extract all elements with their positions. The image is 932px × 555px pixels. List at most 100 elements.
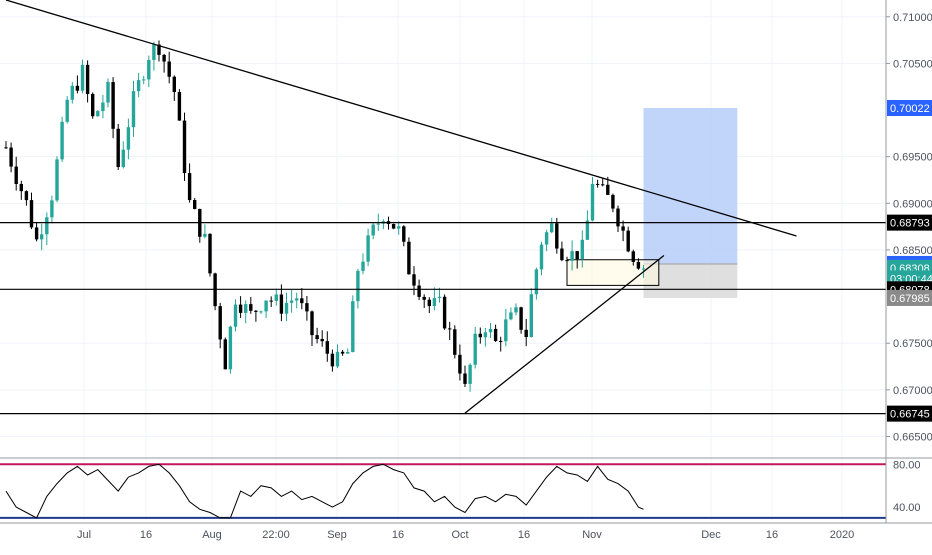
- time-tick-label: 16: [392, 529, 404, 541]
- candle-body: [96, 111, 100, 117]
- price-label-badge: [887, 289, 932, 306]
- candle-body: [106, 82, 110, 103]
- candle-body: [269, 300, 273, 302]
- candle-body: [70, 85, 74, 100]
- candle-body: [366, 235, 370, 262]
- grid: [0, 0, 886, 520]
- time-tick-label: Dec: [701, 529, 721, 541]
- candle-body: [264, 300, 268, 312]
- candle-body: [172, 76, 176, 93]
- axes: 0.71000 0.70500 0.69500 0.69000 0.68500 0.675…: [0, 0, 932, 541]
- candle-body: [9, 147, 13, 167]
- rsi-pane: [0, 463, 886, 519]
- candle-body: [50, 200, 54, 218]
- candle-body: [147, 59, 151, 80]
- candle-body: [142, 79, 146, 81]
- candle-body: [631, 251, 635, 262]
- candle-body: [187, 173, 192, 201]
- descending-trendline[interactable]: [5, 0, 797, 237]
- candle-body: [509, 312, 513, 320]
- candle-body: [407, 241, 411, 275]
- target-zone: [643, 108, 738, 264]
- time-tick-label: 16: [518, 529, 530, 541]
- price-label-badge: [887, 405, 932, 422]
- price-tick-label: 0.68500: [893, 245, 932, 257]
- ascending-trendline[interactable]: [464, 255, 665, 414]
- price-tick-label: 0.71000: [893, 12, 932, 24]
- candle-body: [585, 220, 590, 240]
- rsi-line: [5, 463, 644, 519]
- price-tick-label: 0.69500: [893, 152, 932, 164]
- candle-body: [208, 233, 212, 274]
- candle-body: [346, 351, 350, 354]
- price-label-badge: [887, 214, 932, 231]
- candle-body: [488, 328, 493, 333]
- candle-body: [626, 230, 630, 252]
- candle-body: [238, 304, 243, 313]
- candle-body: [182, 120, 187, 174]
- candle-body: [432, 297, 437, 307]
- candle-body: [254, 310, 258, 312]
- price-tick-label: 0.70500: [893, 58, 932, 70]
- highlight-box[interactable]: [566, 259, 660, 286]
- price-label-text: 0.66745: [890, 409, 930, 421]
- price-tick-label: 0.67500: [893, 338, 932, 350]
- candle-body: [361, 261, 365, 271]
- price-label-badge: [887, 100, 932, 117]
- candle-body: [85, 64, 90, 94]
- time-tick-label: Jul: [77, 529, 91, 541]
- candle-body: [473, 333, 477, 365]
- candle-body: [371, 224, 375, 236]
- candle-body: [493, 328, 498, 341]
- rsi-tick-label: 80.00: [893, 459, 921, 471]
- candle-body: [101, 102, 105, 112]
- candle-body: [427, 299, 431, 307]
- candle-body: [483, 332, 488, 338]
- price-tick-label: 0.67000: [893, 385, 932, 397]
- candle-body: [356, 270, 360, 302]
- time-tick-label: Sep: [327, 529, 347, 541]
- drawings[interactable]: [0, 0, 886, 415]
- rsi-tick-label: 40.00: [893, 502, 921, 514]
- candle-body: [590, 183, 595, 221]
- candle-body: [320, 338, 324, 342]
- candle-body: [340, 351, 345, 354]
- candle-body: [121, 149, 125, 168]
- time-tick-label: Nov: [582, 529, 602, 541]
- candle-body: [595, 183, 600, 185]
- candle-body: [391, 223, 396, 229]
- candle-body: [335, 351, 340, 367]
- candle-body: [641, 268, 646, 270]
- position-zones: [566, 108, 738, 298]
- time-tick-label: 16: [766, 529, 778, 541]
- candle-body: [636, 261, 641, 269]
- candle-body: [228, 326, 233, 370]
- time-tick-label: 2020: [830, 529, 854, 541]
- candle-body: [458, 354, 462, 374]
- candle-body: [412, 274, 416, 286]
- candle-body: [65, 99, 69, 122]
- candle-body: [305, 303, 309, 312]
- candle-body: [4, 147, 8, 149]
- candle-body: [152, 44, 156, 60]
- candle-body: [550, 223, 554, 233]
- candle-body: [24, 191, 29, 201]
- candle-body: [289, 300, 294, 303]
- candle-body: [555, 223, 559, 249]
- candle-body: [468, 364, 472, 384]
- candle-body: [233, 304, 238, 327]
- candle-body: [223, 339, 227, 370]
- time-tick-label: Aug: [202, 529, 222, 541]
- candle-body: [330, 353, 335, 367]
- price-tick-label: 0.66500: [893, 431, 932, 443]
- candle-body: [442, 296, 447, 329]
- candle-body: [40, 234, 44, 240]
- candle-body: [325, 341, 329, 354]
- candle-body: [218, 306, 222, 340]
- candle-body: [284, 302, 289, 314]
- candle-body: [244, 304, 248, 313]
- candle-body: [45, 217, 49, 235]
- candle-body: [534, 269, 539, 295]
